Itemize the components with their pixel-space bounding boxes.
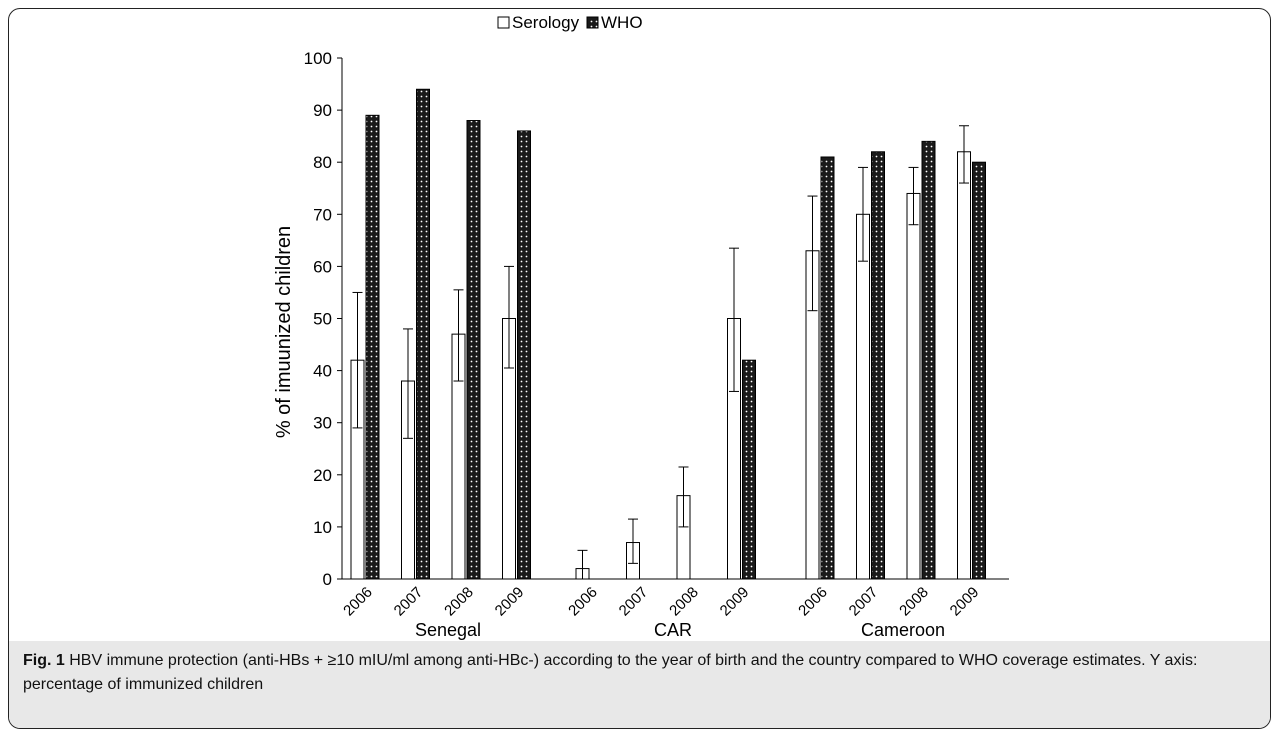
bar-who xyxy=(742,359,756,580)
x-tick-label: 2008 xyxy=(441,584,477,620)
group-label: Cameroon xyxy=(861,620,945,640)
figure-frame: Serology WHO % of imuunized children 0 10… xyxy=(8,8,1271,729)
bar-serology xyxy=(957,151,971,580)
x-tick-labels: 2006 2007 2008 2009 2006 2007 2008 2009 2006 2007… xyxy=(340,584,982,620)
y-tick-label: 80 xyxy=(313,153,332,172)
x-tick-label: 2009 xyxy=(947,584,983,620)
y-tick-label: 0 xyxy=(323,570,332,589)
y-tick-label: 50 xyxy=(313,310,332,329)
caption-text: HBV immune protection (anti-HBs + ≥10 mI… xyxy=(23,652,1198,693)
bar-who xyxy=(517,130,531,580)
x-tick-label: 2009 xyxy=(492,584,528,620)
group-label: CAR xyxy=(654,620,692,640)
bar-serology xyxy=(906,192,921,580)
x-tick-label: 2006 xyxy=(565,584,601,620)
legend-label-serology: Serology xyxy=(512,13,580,32)
bar-who xyxy=(871,151,885,580)
bar-who xyxy=(921,140,936,580)
y-tick-label: 90 xyxy=(313,101,332,120)
bars xyxy=(350,88,986,580)
legend-swatch-serology xyxy=(497,16,510,29)
bar-chart: Serology WHO % of imuunized children 0 10… xyxy=(273,13,1009,640)
bar-who xyxy=(365,114,380,580)
x-tick-label: 2006 xyxy=(795,584,831,620)
x-tick-label: 2008 xyxy=(666,584,702,620)
bar-who xyxy=(820,156,835,580)
legend-swatch-who xyxy=(586,16,599,29)
y-tick-label: 60 xyxy=(313,257,332,276)
figure-caption: Fig. 1 HBV immune protection (anti-HBs +… xyxy=(9,641,1270,728)
y-tick-label: 30 xyxy=(313,414,332,433)
x-tick-label: 2007 xyxy=(846,584,882,620)
x-tick-label: 2007 xyxy=(391,584,427,620)
x-tick-label: 2007 xyxy=(616,584,652,620)
y-tick-label: 40 xyxy=(313,362,332,381)
y-tick-label: 100 xyxy=(304,49,332,68)
error-bars xyxy=(352,125,969,580)
legend-label-who: WHO xyxy=(601,13,643,32)
bar-who xyxy=(416,88,430,580)
y-tick-label: 10 xyxy=(313,518,332,537)
bar-who xyxy=(972,161,986,580)
y-axis: 0 10 20 30 40 50 60 70 80 90 100 xyxy=(304,49,343,589)
caption-label: Fig. 1 xyxy=(23,652,65,669)
bar-who xyxy=(466,120,481,580)
y-axis-label: % of imuunized children xyxy=(273,226,295,438)
y-tick-label: 70 xyxy=(313,205,332,224)
x-tick-label: 2006 xyxy=(340,584,376,620)
group-label: Senegal xyxy=(415,620,481,640)
legend: Serology WHO xyxy=(497,13,643,32)
group-labels: Senegal CAR Cameroon xyxy=(415,620,945,640)
y-tick-label: 20 xyxy=(313,466,332,485)
x-tick-label: 2009 xyxy=(717,584,753,620)
bar-serology xyxy=(856,213,870,580)
x-tick-label: 2008 xyxy=(896,584,932,620)
